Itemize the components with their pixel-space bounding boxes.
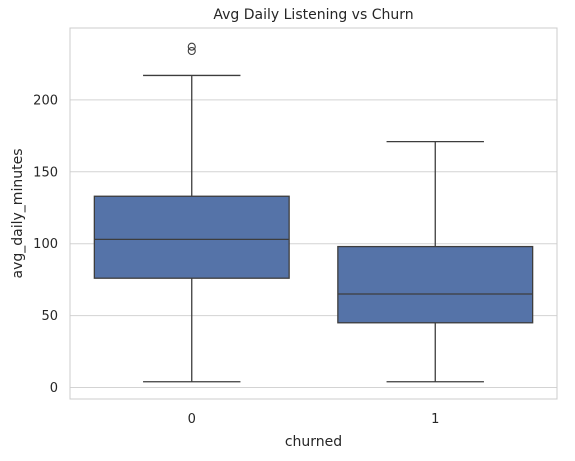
- outlier-point: [187, 42, 196, 51]
- boxes: [93, 42, 534, 383]
- box-group-0: [93, 42, 290, 383]
- x-tick-label: 1: [431, 412, 439, 427]
- plot-frame: [69, 27, 558, 400]
- y-tick-labels: 0 50 100 150 200: [33, 93, 58, 396]
- y-tick-label: 200: [33, 93, 58, 108]
- x-tick-label: 0: [188, 412, 196, 427]
- box-iqr: [337, 245, 534, 324]
- y-tick-label: 100: [33, 237, 58, 252]
- box-iqr: [93, 195, 290, 279]
- y-tick-label: 0: [50, 381, 58, 396]
- chart-title: Avg Daily Listening vs Churn: [213, 7, 413, 23]
- outlier-point: [187, 46, 196, 56]
- y-axis-title: avg_daily_minutes: [10, 149, 26, 279]
- x-axis-title: churned: [285, 434, 342, 450]
- y-tick-label: 150: [33, 165, 58, 180]
- box-group-1: [337, 140, 534, 383]
- y-tick-label: 50: [41, 309, 58, 324]
